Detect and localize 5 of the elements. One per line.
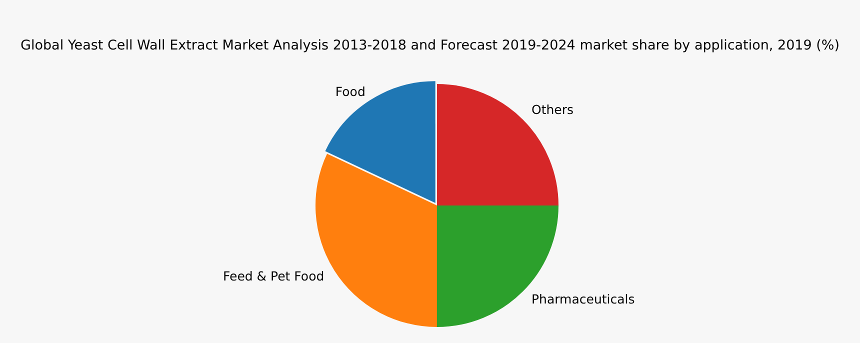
chart-title: Global Yeast Cell Wall Extract Market Analysis 2013-2018 and Forecast 2019-2024 market share by application, 2019 (%) (20, 38, 840, 54)
slice-label: Others (532, 102, 574, 118)
slice-label: Food (335, 84, 366, 99)
slice-label: Feed & Pet Food (223, 268, 324, 284)
slice-label: Pharmaceuticals (532, 291, 635, 306)
